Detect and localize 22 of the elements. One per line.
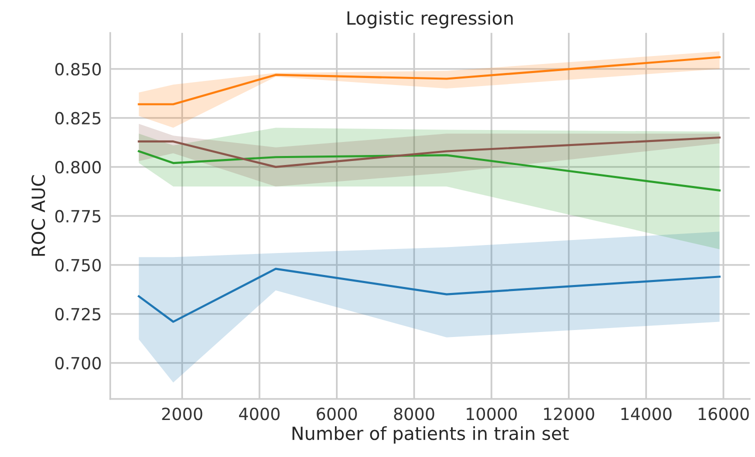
- y-tick-label: 0.800: [55, 160, 101, 174]
- line-series: [138, 268, 721, 323]
- x-axis-title: Number of patients in train set: [292, 426, 569, 444]
- y-axis-title: ROC AUC: [31, 175, 46, 256]
- y-tick-label: 0.825: [55, 112, 100, 125]
- y-tick-label: 0.700: [55, 356, 101, 370]
- x-tick-label: 12000: [544, 408, 594, 420]
- chart-title: Logistic regression: [348, 10, 513, 28]
- line-series: [138, 56, 721, 106]
- x-tick-label: 4000: [239, 408, 280, 420]
- x-tick-label: 10000: [466, 408, 517, 420]
- y-tick-label: 0.725: [55, 308, 100, 320]
- y-tick-label: 0.850: [55, 62, 101, 76]
- line-series: [138, 150, 721, 192]
- x-tick-label: 8000: [394, 408, 434, 420]
- x-tick-label: 16000: [698, 408, 749, 420]
- x-tick-label: 14000: [621, 408, 672, 420]
- y-tick-label: 0.750: [55, 258, 101, 272]
- y-tick-label: 0.775: [55, 210, 100, 222]
- x-tick-label: 2000: [162, 408, 202, 420]
- line-series: [138, 136, 721, 168]
- x-tick-label: 6000: [316, 408, 357, 420]
